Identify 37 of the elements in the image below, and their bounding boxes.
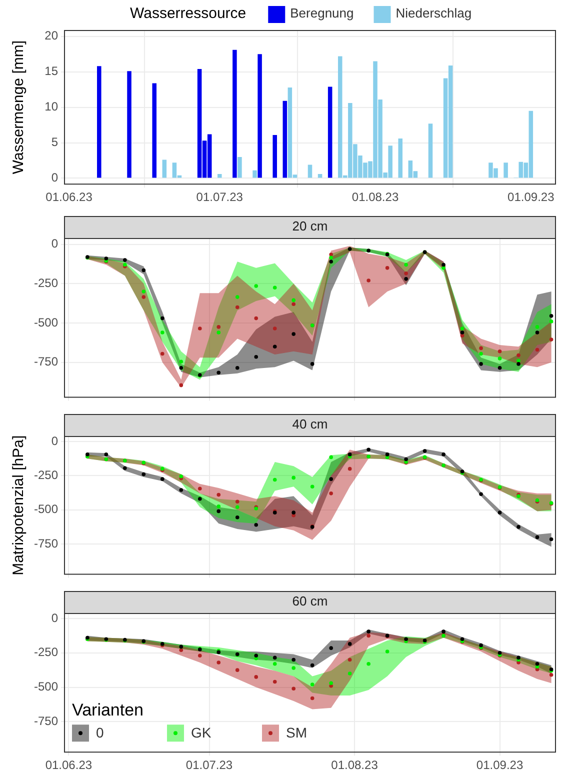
legend-label: SM [286, 724, 307, 740]
chart-title: 20 cm [292, 218, 328, 234]
y-axis-title: Wassermenge [mm] [10, 40, 28, 174]
x-tick-label: 01.09.23 [476, 758, 524, 772]
y-tick-label: -500 [34, 680, 58, 694]
y-tick-label: -750 [34, 714, 58, 728]
y-tick-label: -500 [34, 315, 58, 330]
y-tick-label: 0 [51, 434, 58, 448]
y-tick-label: -750 [34, 536, 58, 550]
legend-title: Varianten [72, 700, 144, 720]
y-tick-label: 20 [44, 28, 58, 43]
legend-label: 0 [96, 724, 104, 740]
x-tick-label: 01.07.23 [186, 758, 233, 772]
x-tick-label: 01.09.23 [508, 190, 555, 204]
y-axis-title: Matrixpotenzial [hPa] [10, 435, 28, 576]
legend-label: Niederschlag [396, 6, 472, 21]
y-tick-label: -750 [34, 354, 58, 369]
x-tick-label: 01.07.23 [196, 190, 244, 204]
y-tick-label: 5 [51, 135, 58, 150]
x-tick-label: 01.08.23 [331, 758, 378, 772]
x-tick-label: 01.08.23 [352, 190, 399, 204]
y-tick-label: -250 [34, 645, 58, 660]
y-tick-label: 0 [51, 236, 58, 251]
chart-title: 40 cm [292, 416, 328, 432]
legend-label: GK [191, 724, 212, 740]
y-tick-label: 15 [44, 64, 58, 78]
chart-title: 60 cm [292, 594, 328, 609]
y-tick-label: 0 [51, 170, 58, 185]
x-tick-label: 01.06.23 [46, 190, 93, 204]
legend-title: Wasserressource [130, 5, 246, 22]
x-tick-label: 01.06.23 [45, 758, 92, 772]
legend-label: Beregnung [290, 6, 354, 21]
y-tick-label: -250 [34, 468, 58, 482]
y-tick-label: 10 [44, 100, 58, 114]
y-tick-label: -250 [34, 276, 58, 290]
y-tick-label: 0 [51, 610, 58, 625]
y-tick-label: -500 [34, 502, 58, 516]
